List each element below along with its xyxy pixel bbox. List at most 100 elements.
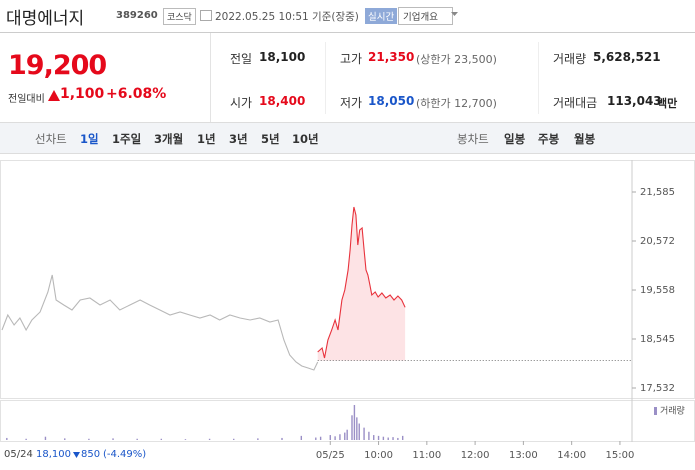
volume-bar <box>319 436 322 440</box>
stat-note: (상한가 23,500) <box>416 53 497 66</box>
quote-time: 2022.05.25 10:51 기준(장중) <box>215 11 359 23</box>
stat-value: 18,050 <box>368 94 415 108</box>
divider <box>325 42 326 114</box>
candle-tab[interactable]: 주봉 <box>538 132 560 146</box>
stat-label: 거래대금 <box>553 96 598 110</box>
stat-value: 18,400 <box>259 94 306 108</box>
volume-bar <box>373 435 375 440</box>
y-tick-label: 18,545 <box>640 334 675 345</box>
footer-change-percent: (-4.49%) <box>103 449 147 460</box>
x-tick-label: 13:00 <box>509 450 538 461</box>
stat-label: 저가 <box>340 96 363 110</box>
volume-bar <box>392 437 394 440</box>
volume-bar <box>281 437 283 440</box>
stat-label: 고가 <box>340 52 363 66</box>
volume-bar <box>334 436 336 440</box>
period-tab[interactable]: 3개월 <box>154 132 184 146</box>
change-label: 전일대비 <box>8 94 45 105</box>
stat-label: 전일 <box>230 52 253 66</box>
stat-value: 113,043 <box>607 94 662 108</box>
volume-bar <box>208 438 211 440</box>
calendar-icon <box>200 10 212 21</box>
legend-label: 거래량 <box>660 405 685 417</box>
price-area <box>317 207 406 361</box>
stock-code: 389260 <box>116 10 158 21</box>
y-tick-label: 17,532 <box>640 383 675 394</box>
volume-bar <box>257 438 259 440</box>
volume-bar <box>64 438 66 440</box>
divider <box>538 42 539 114</box>
volume-bar <box>300 435 303 440</box>
divider <box>0 32 695 33</box>
divider <box>210 33 211 123</box>
up-arrow <box>48 90 60 101</box>
x-tick-label: 10:00 <box>364 450 393 461</box>
stock-name: 대명에너지 <box>6 9 85 29</box>
x-tick-label: 11:00 <box>412 450 441 461</box>
y-tick-label: 20,572 <box>640 236 675 247</box>
volume-bar <box>397 437 399 440</box>
stat-note: (하한가 12,700) <box>416 97 497 110</box>
volume-bar <box>377 435 380 440</box>
volume-bar <box>353 405 356 440</box>
down-arrow <box>73 452 80 458</box>
realtime-badge[interactable]: 실시간 <box>365 8 398 24</box>
company-info-button[interactable]: 기업개요 <box>398 7 453 25</box>
tab-bar <box>0 122 695 154</box>
candle-tab[interactable]: 월봉 <box>574 132 596 146</box>
volume-bar <box>136 438 138 440</box>
period-tab[interactable]: 1일 <box>80 132 99 146</box>
volume-bar <box>329 435 331 440</box>
volume-bar <box>363 427 365 440</box>
period-tab[interactable]: 5년 <box>261 132 280 146</box>
stat-value: 21,350 <box>368 50 415 64</box>
y-tick-label: 21,585 <box>640 187 675 198</box>
tab-group-label: 선차트 <box>35 132 67 146</box>
volume-bar <box>358 423 360 440</box>
volume-bar <box>351 415 353 440</box>
volume-bar <box>344 432 346 440</box>
volume-bar <box>315 437 317 440</box>
stat-value: 18,100 <box>259 50 306 64</box>
volume-bar <box>401 435 404 440</box>
x-tick-label: 14:00 <box>557 450 586 461</box>
x-tick-label: 12:00 <box>461 450 490 461</box>
volume-bar <box>339 434 341 440</box>
current-price: 19,200 <box>8 50 107 81</box>
chart: 17,532 18,545 19,558 20,572 21,585 05/25 10:00… <box>0 160 695 461</box>
x-tick-label: 15:00 <box>606 450 635 461</box>
volume-bar <box>25 438 27 440</box>
volume-bar <box>233 438 235 440</box>
volume-bar <box>382 436 385 440</box>
volume-bar <box>184 439 187 440</box>
x-tick-label: 05/25 <box>316 450 345 461</box>
volume-bar <box>44 436 47 440</box>
stat-unit: 백만 <box>657 97 678 110</box>
price-line <box>1 274 319 371</box>
volume-bar <box>160 438 163 440</box>
footer-change: 850 <box>81 449 101 460</box>
y-tick-label: 19,558 <box>640 285 675 296</box>
volume-bar <box>387 437 389 440</box>
volume-bar <box>6 437 8 440</box>
volume-bar <box>88 438 90 440</box>
stat-label: 시가 <box>230 96 253 110</box>
period-tab[interactable]: 3년 <box>229 132 248 146</box>
candle-tab[interactable]: 일봉 <box>504 132 526 146</box>
price-line <box>317 206 406 359</box>
market-badge: 코스닥 <box>163 8 196 25</box>
stat-label: 거래량 <box>553 52 587 66</box>
dropdown-arrow <box>451 12 458 16</box>
period-tab[interactable]: 1년 <box>197 132 216 146</box>
volume-bar <box>368 431 370 440</box>
legend-swatch <box>654 407 657 415</box>
period-tab[interactable]: 1주일 <box>112 132 142 146</box>
change: 1,100 <box>60 86 105 102</box>
footer-price: 18,100 <box>36 449 71 460</box>
change-percent: +6.08% <box>106 86 167 102</box>
volume-bar <box>346 429 348 440</box>
tab-group-label: 봉차트 <box>457 132 489 146</box>
volume-bar <box>112 438 114 440</box>
volume-bar <box>356 417 358 440</box>
period-tab[interactable]: 10년 <box>292 132 319 146</box>
